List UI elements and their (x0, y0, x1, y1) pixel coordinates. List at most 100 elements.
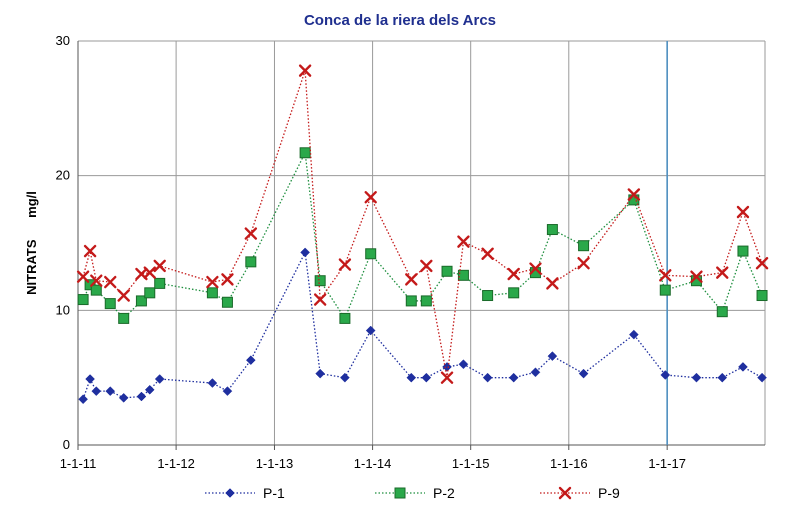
data-point-p-9 (298, 64, 312, 77)
data-point-p-1 (154, 374, 165, 384)
x-marker-stroke (143, 266, 156, 279)
x-tick-label: 1-1-14 (354, 456, 392, 471)
data-point-p-1 (628, 329, 639, 340)
data-point-p-9 (244, 227, 258, 240)
data-point-p-9 (457, 235, 470, 248)
legend-label-p-2: P-2 (433, 485, 455, 501)
data-point-p-1 (245, 355, 256, 366)
data-point-p-9 (90, 274, 103, 287)
x-marker-stroke (481, 247, 494, 260)
data-point-p-1 (340, 372, 350, 383)
data-point-p-9 (143, 266, 156, 279)
data-point-p-1 (547, 351, 558, 361)
x-marker-stroke (90, 274, 103, 287)
x-marker-stroke (577, 257, 590, 270)
data-point-p-9 (529, 262, 542, 275)
x-marker-stroke (755, 257, 769, 270)
x-marker-stroke (364, 191, 377, 204)
data-point-p-9 (440, 371, 454, 384)
x-marker-stroke (736, 205, 750, 219)
data-point-p-1 (660, 370, 671, 380)
x-tick-label: 1-1-12 (157, 456, 195, 471)
axis-layer (77, 41, 765, 450)
x-tick-label: 1-1-11 (60, 456, 97, 471)
x-marker-stroke (529, 262, 542, 275)
grid-layer (78, 40, 766, 445)
x-marker-stroke (135, 267, 148, 281)
data-point-p-9 (338, 258, 352, 271)
x-marker-stroke (83, 244, 97, 258)
x-tick-label: 1-1-16 (550, 456, 588, 471)
data-point-p-1 (508, 372, 519, 383)
x-marker-stroke (716, 266, 729, 279)
data-point-p-1 (91, 386, 102, 396)
x-marker-stroke (117, 289, 130, 302)
data-point-p-1 (365, 325, 376, 336)
data-point-p-9 (117, 289, 130, 302)
y-tick-label: 30 (56, 33, 70, 48)
series-line-p-9 (82, 70, 763, 378)
data-point-p-1 (482, 372, 493, 383)
data-point-p-2 (104, 298, 116, 310)
data-point-p-1 (118, 393, 129, 403)
x-marker-stroke (690, 270, 703, 283)
x-marker-stroke (244, 227, 258, 240)
x-marker-stroke (420, 259, 433, 273)
data-point-p-1 (530, 367, 541, 378)
data-point-p-9 (76, 270, 90, 283)
data-point-p-2 (314, 275, 326, 287)
data-point-p-9 (577, 257, 590, 270)
data-point-p-9 (104, 275, 117, 289)
data-point-p-9 (83, 244, 97, 258)
x-marker-stroke (405, 273, 418, 286)
data-point-p-2 (546, 224, 558, 236)
legend-label-p-1: P-1 (263, 485, 285, 501)
data-point-p-2 (77, 294, 89, 306)
data-point-p-1 (757, 372, 767, 383)
y-axis-label: NITRATS mg/l (24, 191, 39, 295)
legend-marker-p-1 (225, 488, 235, 498)
data-point-p-1 (458, 359, 469, 370)
data-point-p-1 (105, 386, 116, 396)
label-layer: 0 10 20 30 1-1-11 1-1-12 1-1-13 1-1-14 1-1-15 1-1… (24, 33, 686, 471)
data-point-p-2 (206, 287, 218, 299)
data-point-p-2 (659, 284, 671, 296)
x-marker-stroke (627, 188, 641, 201)
data-point-p-9 (507, 267, 520, 281)
x-marker-stroke (338, 258, 352, 271)
data-point-p-2 (299, 147, 311, 159)
data-point-p-1 (136, 391, 147, 402)
data-point-p-2 (144, 287, 156, 299)
data-point-p-9 (716, 266, 729, 279)
data-point-p-1 (85, 374, 95, 384)
data-point-p-2 (457, 269, 469, 281)
y-tick-label: 0 (63, 437, 70, 452)
x-tick-label: 1-1-13 (256, 456, 294, 471)
x-marker-stroke (221, 273, 234, 286)
data-point-p-2 (756, 290, 768, 302)
data-point-p-9 (690, 270, 703, 283)
data-point-p-9 (546, 277, 559, 290)
x-marker-stroke (507, 267, 520, 281)
data-point-p-9 (221, 273, 234, 286)
data-point-p-2 (405, 295, 417, 307)
data-point-p-1 (300, 247, 310, 258)
data-point-p-1 (144, 384, 155, 395)
y-tick-label: 10 (56, 302, 70, 317)
data-point-p-9 (627, 188, 641, 201)
data-point-p-2 (578, 240, 590, 252)
series-line-p-1 (82, 250, 763, 400)
x-marker-stroke (313, 293, 327, 306)
x-tick-label: 1-1-17 (648, 456, 686, 471)
data-point-p-2 (118, 312, 130, 324)
data-point-p-1 (207, 378, 218, 388)
data-point-p-2 (737, 245, 749, 257)
x-marker-stroke (457, 235, 470, 248)
legend-marker-p-2 (394, 487, 406, 499)
chart-title: Conca de la riera dels Arcs (303, 12, 497, 29)
data-point-p-9 (364, 191, 377, 204)
data-point-p-1 (78, 394, 88, 405)
data-point-p-2 (365, 248, 377, 260)
legend: P-1 P-2 P-9 (205, 485, 620, 501)
